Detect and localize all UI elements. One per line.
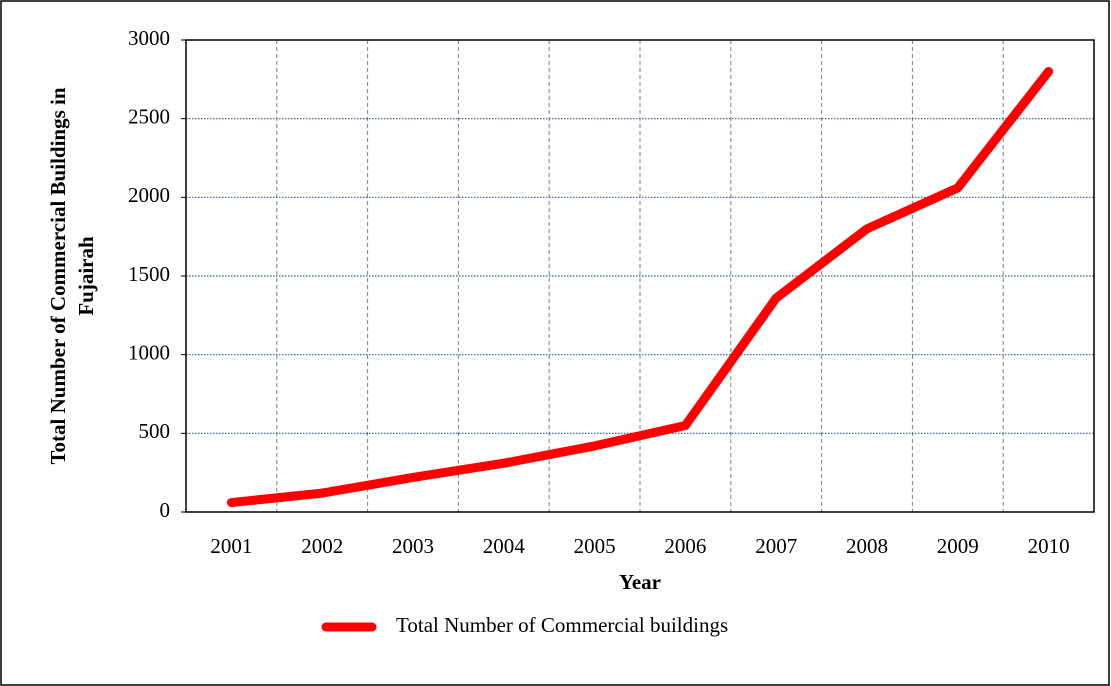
x-tick-label: 2006 bbox=[664, 534, 706, 558]
y-tick-label: 2000 bbox=[128, 183, 170, 207]
x-axis-label: Year bbox=[619, 570, 661, 594]
x-tick-label: 2004 bbox=[483, 534, 526, 558]
y-tick-label: 2500 bbox=[128, 104, 170, 128]
plot-frame bbox=[185, 39, 1095, 513]
x-tick-label: 2010 bbox=[1028, 534, 1070, 558]
x-tick-label: 2002 bbox=[301, 534, 343, 558]
y-tick-label: 1000 bbox=[128, 340, 170, 364]
y-tick-label: 1500 bbox=[128, 262, 170, 286]
y-axis-label: Total Number of Commercial Buildings in bbox=[46, 87, 70, 464]
y-tick-label: 500 bbox=[139, 419, 171, 443]
x-tick-label: 2001 bbox=[210, 534, 252, 558]
y-tick-label: 3000 bbox=[128, 26, 170, 50]
x-tick-label: 2008 bbox=[846, 534, 888, 558]
x-tick-label: 2009 bbox=[937, 534, 979, 558]
y-tick-label: 0 bbox=[160, 498, 171, 522]
legend-label: Total Number of Commercial buildings bbox=[396, 613, 728, 637]
y-axis-label: Fujairah bbox=[74, 236, 98, 316]
data-line bbox=[226, 66, 1054, 508]
x-tick-label: 2007 bbox=[755, 534, 797, 558]
x-tick-label: 2003 bbox=[392, 534, 434, 558]
x-tick-label: 2005 bbox=[574, 534, 616, 558]
